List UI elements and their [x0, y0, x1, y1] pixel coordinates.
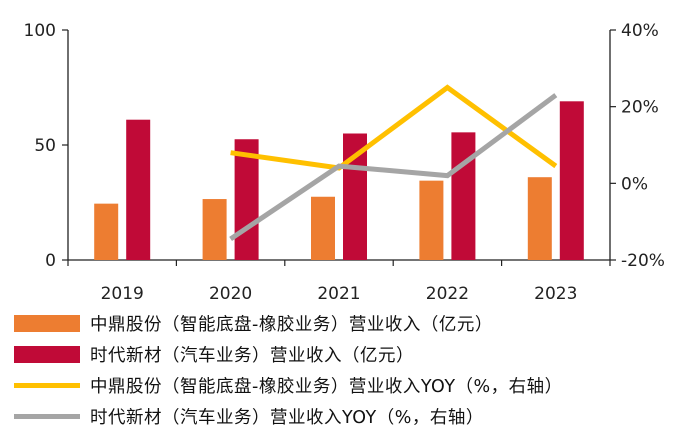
- bar-times-revenue: [234, 139, 259, 260]
- bar-zhongding-revenue: [419, 180, 444, 260]
- legend-item-zhongding-yoy: 中鼎股份（智能底盘-橡胶业务）营业收入YOY（%，右轴）: [14, 370, 563, 401]
- combo-chart: 0 50 100 -20% 0% 20% 40% 2019 2020 2021 2022 2023: [24, 21, 665, 300]
- x-tick-label: 2023: [534, 284, 577, 300]
- legend-label: 中鼎股份（智能底盘-橡胶业务）营业收入（亿元）: [90, 315, 493, 335]
- bar-times-revenue: [126, 119, 151, 260]
- bar-series: [94, 101, 584, 260]
- x-axis: 2019 2020 2021 2022 2023: [67, 260, 611, 300]
- bar-times-revenue: [451, 132, 476, 260]
- x-tick-label: 2021: [317, 284, 360, 300]
- x-tick-label: 2019: [101, 284, 144, 300]
- right-tick-label: 0%: [621, 174, 648, 194]
- legend-label: 中鼎股份（智能底盘-橡胶业务）营业收入YOY（%，右轴）: [90, 377, 563, 397]
- legend-swatch-yellow: [14, 383, 80, 388]
- legend-item-zhongding-revenue: 中鼎股份（智能底盘-橡胶业务）营业收入（亿元）: [14, 308, 563, 339]
- x-tick-label: 2022: [426, 284, 469, 300]
- bar-times-revenue: [559, 101, 584, 260]
- bar-zhongding-revenue: [202, 199, 227, 260]
- line-series: [229, 84, 558, 241]
- right-y-axis: -20% 0% 20% 40%: [610, 21, 665, 271]
- legend-item-times-revenue: 时代新材（汽车业务）营业收入（亿元）: [14, 339, 563, 370]
- right-tick-label: 40%: [621, 21, 659, 41]
- legend-swatch-red: [14, 346, 80, 363]
- left-tick-label: 0: [45, 251, 56, 271]
- legend-item-times-yoy: 时代新材（汽车业务）营业收入YOY（%，右轴）: [14, 401, 563, 432]
- legend-swatch-gray: [14, 414, 80, 419]
- legend: 中鼎股份（智能底盘-橡胶业务）营业收入（亿元） 时代新材（汽车业务）营业收入（亿…: [14, 308, 563, 432]
- left-tick-label: 50: [34, 136, 56, 156]
- x-tick-label: 2020: [209, 284, 252, 300]
- legend-label: 时代新材（汽车业务）营业收入（亿元）: [90, 346, 414, 366]
- bar-zhongding-revenue: [94, 203, 119, 260]
- legend-swatch-orange: [14, 315, 80, 332]
- bar-zhongding-revenue: [311, 196, 335, 260]
- line-zhongding-yoy: [230, 84, 558, 171]
- line-times-yoy: [229, 93, 558, 241]
- legend-label: 时代新材（汽车业务）营业收入YOY（%，右轴）: [90, 408, 484, 428]
- right-tick-label: 20%: [621, 98, 659, 118]
- left-tick-label: 100: [24, 21, 56, 41]
- left-y-axis: 0 50 100: [24, 21, 68, 271]
- bar-zhongding-revenue: [527, 177, 552, 260]
- right-tick-label: -20%: [621, 251, 665, 271]
